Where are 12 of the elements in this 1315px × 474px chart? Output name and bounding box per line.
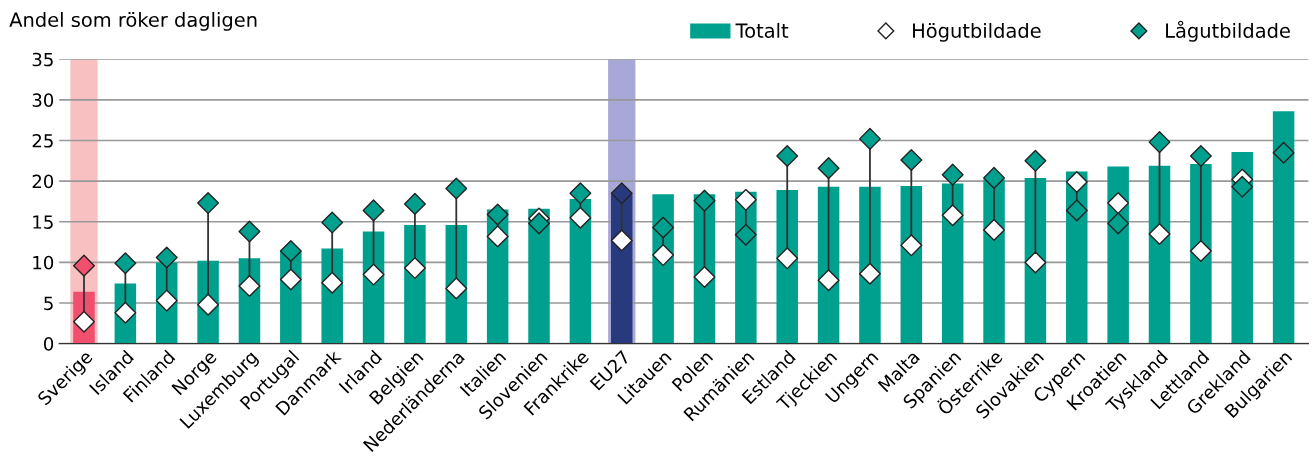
y-axis-title: Andel som röker dagligen [9,11,257,31]
y-tick-label: 15 [33,215,53,229]
y-tick-label: 20 [32,174,54,189]
legend-label: Lågutbildade [1166,20,1290,42]
y-tick-label: 25 [32,133,53,148]
y-tick-label: 5 [44,296,53,311]
y-tick-label: 10 [33,255,54,270]
legend-label: Totalt [735,22,789,38]
y-tick-label: 30 [32,93,54,107]
y-tick-label: 35 [32,52,53,67]
legend-label: Högutbildade [913,22,1041,42]
y-tick-label: 0 [44,337,54,351]
